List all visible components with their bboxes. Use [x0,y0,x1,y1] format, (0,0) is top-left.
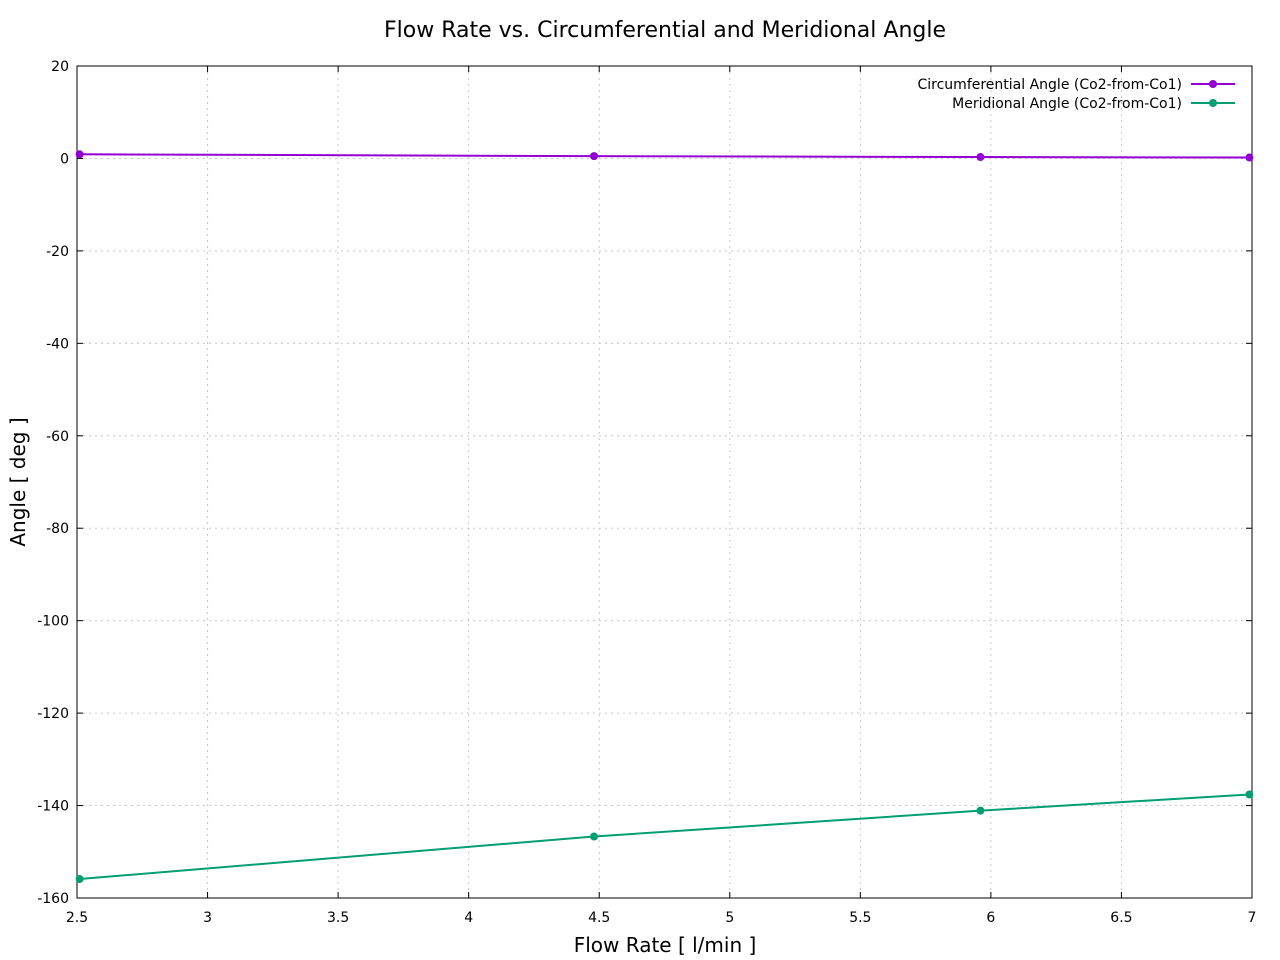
x-tick-label: 6 [986,910,995,926]
x-tick-label: 3.5 [327,910,349,926]
series-2-point [976,806,985,815]
y-tick-label: -40 [46,336,69,352]
y-tick-label: -100 [37,614,69,630]
legend: Circumferential Angle (Co2-from-Co1) Meri… [918,77,1235,112]
series-2-point [75,875,84,884]
y-tick-label: 0 [60,151,69,167]
x-tick-label: 2.5 [66,910,88,926]
series-1-point [75,150,84,159]
y-tick-label: -80 [46,521,69,537]
x-tick-label: 5 [725,910,734,926]
grid-lines [77,66,1252,898]
series-1-point [1245,153,1254,162]
legend-marker-2 [1209,99,1217,107]
y-tick-label: -140 [37,799,69,815]
x-axis-label: Flow Rate [ l/min ] [574,933,757,957]
y-tick-label: -160 [37,891,69,907]
y-tick-label: 20 [51,59,69,75]
x-tick-label: 7 [1248,910,1257,926]
series-2-point [590,832,598,841]
series-line-1 [79,153,1250,159]
series-1-point [590,152,598,161]
x-tick-label: 4.5 [588,910,610,926]
series-1-point [976,153,985,162]
x-tick-label: 4 [464,910,473,926]
y-tick-label: -20 [46,244,69,260]
legend-marker-1 [1209,80,1217,88]
legend-label-2: Meridional Angle (Co2-from-Co1) [952,96,1182,112]
y-tick-label: -60 [46,429,69,445]
series-line-2 [79,793,1250,881]
series-2-point [1245,790,1254,799]
legend-label-1: Circumferential Angle (Co2-from-Co1) [918,77,1183,93]
x-tick-label: 6.5 [1110,910,1132,926]
series-layer [75,150,1254,884]
chart-title: Flow Rate vs. Circumferential and Meridi… [384,18,946,43]
x-tick-label: 3 [203,910,212,926]
y-axis-label: Angle [ deg ] [6,417,30,546]
y-tick-label: -120 [37,706,69,722]
x-tick-label: 5.5 [849,910,871,926]
axis-ticks: 2.5 3 3.5 4 4.5 5 5.5 6 6.5 7 20 0 -20 -40 -60 -80 -100 -… [37,59,1256,926]
plot-frame [76,65,1253,899]
